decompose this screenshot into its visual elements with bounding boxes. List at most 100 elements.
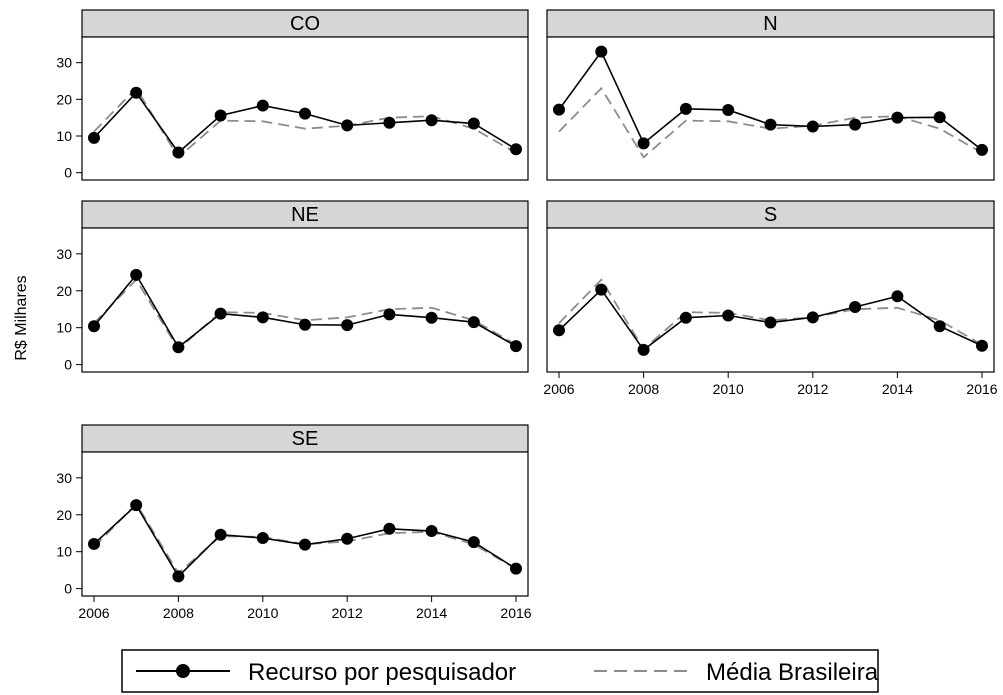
data-point xyxy=(88,320,100,333)
panel-strip xyxy=(81,424,529,453)
data-point xyxy=(679,311,692,324)
data-point xyxy=(806,120,819,133)
data-point xyxy=(341,532,354,545)
y-tick-label: 20 xyxy=(56,507,72,523)
average-line xyxy=(558,278,983,351)
panel-s: S 2006 2008 2010 2012 2014 2016 xyxy=(543,200,998,397)
y-tick-label: 10 xyxy=(56,320,72,336)
legend: Recurso por pesquisador Média Brasileira xyxy=(121,649,879,693)
panel-co: CO 0 10 20 30 xyxy=(56,9,529,181)
y-tick-label: 10 xyxy=(56,544,72,560)
data-point xyxy=(679,102,692,115)
panel-frame xyxy=(81,227,529,373)
data-point xyxy=(299,318,311,331)
panel-n: N xyxy=(546,9,995,181)
data-point xyxy=(256,532,269,545)
y-tick-label: 30 xyxy=(56,55,72,71)
panel-frame xyxy=(546,36,995,181)
data-point xyxy=(637,137,650,150)
data-point xyxy=(88,537,100,550)
data-point xyxy=(510,340,522,353)
data-point xyxy=(764,118,777,131)
data-point xyxy=(341,119,354,132)
data-point xyxy=(637,343,650,356)
data-point xyxy=(467,316,480,329)
panel-title: NE xyxy=(291,204,319,226)
data-point xyxy=(172,570,185,583)
data-point xyxy=(383,308,396,321)
x-tick-label: 2012 xyxy=(332,605,363,621)
y-tick-label: 30 xyxy=(56,246,72,262)
panel-frame xyxy=(546,227,995,373)
data-point xyxy=(425,114,438,127)
data-point xyxy=(214,307,227,320)
panel-title: SE xyxy=(292,428,319,450)
legend-solid-marker xyxy=(176,664,190,678)
x-tick-label: 2014 xyxy=(416,605,447,621)
y-axis-label: R$ Milhares xyxy=(13,275,30,360)
x-tick-label: 2008 xyxy=(628,381,659,397)
data-point xyxy=(467,117,480,130)
y-tick-label: 20 xyxy=(56,91,72,107)
x-tick-label: 2016 xyxy=(500,605,531,621)
panel-title: CO xyxy=(290,13,320,35)
data-point xyxy=(849,301,862,314)
panel-title: S xyxy=(764,204,777,226)
data-point xyxy=(88,131,100,144)
data-point xyxy=(425,311,438,324)
data-point xyxy=(722,103,735,116)
panel-ne: NE 0 10 20 30 xyxy=(56,200,529,373)
data-point xyxy=(214,109,227,122)
average-line xyxy=(93,278,517,351)
y-tick-label: 0 xyxy=(64,165,72,181)
data-point xyxy=(976,143,988,156)
legend-label-solid: Recurso por pesquisador xyxy=(248,659,516,686)
data-point xyxy=(256,99,269,112)
data-point xyxy=(467,536,480,549)
data-point xyxy=(849,118,862,131)
data-point xyxy=(383,116,396,129)
data-point xyxy=(172,341,185,354)
data-point xyxy=(130,268,143,281)
average-line xyxy=(93,502,517,575)
panel-title: N xyxy=(763,13,777,35)
x-tick-label: 2012 xyxy=(797,381,828,397)
y-tick-label: 0 xyxy=(64,357,72,373)
data-point xyxy=(383,522,396,535)
panel-se: SE 0 10 20 30 2006 2008 2010 2012 2014 2016 xyxy=(56,424,532,621)
x-tick-label: 2010 xyxy=(247,605,278,621)
data-point xyxy=(595,283,608,296)
data-point xyxy=(341,319,354,332)
data-point xyxy=(553,324,565,337)
average-line xyxy=(93,86,517,159)
panel-frame xyxy=(81,451,529,597)
x-tick-label: 2014 xyxy=(882,381,913,397)
x-tick-label: 2016 xyxy=(966,381,997,397)
y-tick-label: 10 xyxy=(56,128,72,144)
data-point xyxy=(425,525,438,538)
data-point xyxy=(510,562,522,575)
x-tick-label: 2006 xyxy=(543,381,574,397)
data-point xyxy=(764,316,777,329)
data-point xyxy=(130,499,143,512)
panel-strip xyxy=(546,200,995,229)
y-tick-label: 30 xyxy=(56,470,72,486)
x-tick-label: 2006 xyxy=(78,605,109,621)
data-point xyxy=(510,143,522,156)
data-point xyxy=(806,311,819,324)
data-point xyxy=(130,86,143,99)
y-tick-label: 20 xyxy=(56,283,72,299)
legend-label-dashed: Média Brasileira xyxy=(706,659,879,686)
legend-box xyxy=(121,649,879,693)
y-tick-label: 0 xyxy=(64,581,72,597)
data-point xyxy=(722,309,735,322)
panel-strip xyxy=(81,9,529,38)
data-point xyxy=(891,290,904,303)
data-point xyxy=(299,107,311,120)
data-point xyxy=(214,528,227,541)
data-point xyxy=(256,311,269,324)
panel-strip xyxy=(81,200,529,229)
data-point xyxy=(933,111,946,124)
